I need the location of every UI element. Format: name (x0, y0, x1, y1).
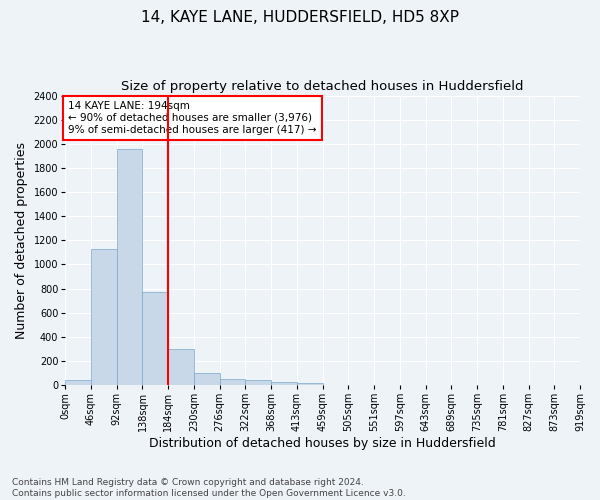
Y-axis label: Number of detached properties: Number of detached properties (15, 142, 28, 339)
Bar (168, 349, 194, 385)
Bar (194, 373, 220, 385)
Bar (65, 380, 91, 385)
Bar (91, 249, 117, 385)
Text: 14, KAYE LANE, HUDDERSFIELD, HD5 8XP: 14, KAYE LANE, HUDDERSFIELD, HD5 8XP (141, 10, 459, 25)
Bar (142, 292, 168, 385)
Text: Contains HM Land Registry data © Crown copyright and database right 2024.
Contai: Contains HM Land Registry data © Crown c… (12, 478, 406, 498)
X-axis label: Distribution of detached houses by size in Huddersfield: Distribution of detached houses by size … (149, 437, 496, 450)
Bar (220, 380, 245, 385)
Bar (297, 382, 323, 385)
Title: Size of property relative to detached houses in Huddersfield: Size of property relative to detached ho… (121, 80, 524, 93)
Bar (245, 380, 271, 385)
Bar (271, 382, 297, 385)
Bar (117, 148, 142, 385)
Text: 14 KAYE LANE: 194sqm
← 90% of detached houses are smaller (3,976)
9% of semi-det: 14 KAYE LANE: 194sqm ← 90% of detached h… (68, 102, 316, 134)
